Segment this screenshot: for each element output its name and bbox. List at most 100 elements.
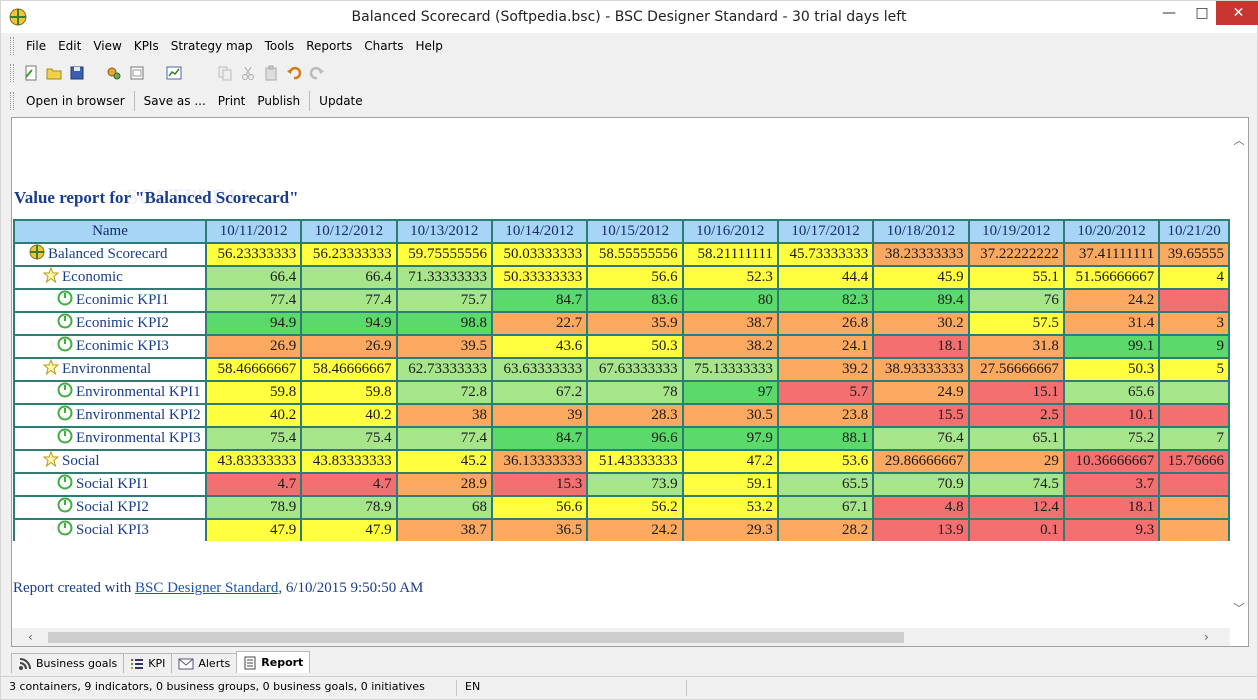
- value-cell[interactable]: 97: [681, 380, 779, 405]
- close-button[interactable]: ✕: [1216, 1, 1258, 25]
- table-row[interactable]: Economic 66.4 66.4 71.33333333 50.33333333 56…: [13, 265, 1230, 290]
- date-column-header[interactable]: 10/21/20: [1158, 219, 1230, 244]
- row-name-cell[interactable]: Economic: [13, 265, 207, 290]
- value-cell[interactable]: 71.33333333: [395, 265, 493, 290]
- menu-charts[interactable]: Charts: [364, 39, 404, 53]
- value-cell[interactable]: 51.43333333: [586, 449, 684, 474]
- value-cell[interactable]: 78.9: [300, 495, 398, 520]
- value-cell[interactable]: 77.4: [395, 426, 493, 451]
- value-cell[interactable]: 39.2: [776, 357, 875, 382]
- value-cell[interactable]: 47.2: [681, 449, 779, 474]
- name-column-header[interactable]: Name: [13, 219, 207, 244]
- value-cell[interactable]: 80: [681, 288, 779, 313]
- value-cell[interactable]: 47.9: [204, 518, 303, 541]
- row-name-cell[interactable]: Econimic KPI1: [13, 288, 207, 313]
- value-cell[interactable]: 39.65555: [1158, 242, 1230, 267]
- value-cell[interactable]: 4: [1158, 265, 1230, 290]
- value-cell[interactable]: 35.9: [586, 311, 684, 336]
- value-cell[interactable]: 45.73333333: [776, 242, 875, 267]
- date-column-header[interactable]: 10/17/2012: [776, 219, 875, 244]
- row-name-cell[interactable]: Econimic KPI3: [13, 334, 207, 359]
- value-cell[interactable]: 43.6: [490, 334, 589, 359]
- value-cell[interactable]: 50.33333333: [490, 265, 589, 290]
- reportbar-grip[interactable]: [10, 92, 14, 110]
- value-cell[interactable]: [1158, 518, 1230, 541]
- date-column-header[interactable]: 10/16/2012: [681, 219, 779, 244]
- value-cell[interactable]: 3: [1158, 311, 1230, 336]
- value-cell[interactable]: 3.7: [1062, 472, 1161, 497]
- value-cell[interactable]: 63.63333333: [490, 357, 589, 382]
- row-name-cell[interactable]: Social KPI1: [13, 472, 207, 497]
- value-cell[interactable]: 88.1: [776, 426, 875, 451]
- row-name-cell[interactable]: Econimic KPI2: [13, 311, 207, 336]
- value-cell[interactable]: [1158, 495, 1230, 520]
- value-cell[interactable]: 73.9: [586, 472, 684, 497]
- value-cell[interactable]: 78: [586, 380, 684, 405]
- value-cell[interactable]: 18.1: [1062, 495, 1161, 520]
- value-cell[interactable]: 43.83333333: [204, 449, 303, 474]
- value-cell[interactable]: 38.23333333: [872, 242, 970, 267]
- value-cell[interactable]: 55.1: [967, 265, 1065, 290]
- row-name-cell[interactable]: Social KPI2: [13, 495, 207, 520]
- value-cell[interactable]: 29.3: [681, 518, 779, 541]
- value-cell[interactable]: 24.9: [872, 380, 970, 405]
- date-column-header[interactable]: 10/18/2012: [872, 219, 970, 244]
- value-cell[interactable]: 15.76666: [1158, 449, 1230, 474]
- value-cell[interactable]: 45.2: [395, 449, 493, 474]
- date-column-header[interactable]: 10/11/2012: [204, 219, 303, 244]
- value-cell[interactable]: 94.9: [204, 311, 303, 336]
- menu-strategy-map[interactable]: Strategy map: [170, 39, 253, 53]
- value-cell[interactable]: 38.7: [681, 311, 779, 336]
- value-cell[interactable]: 65.5: [776, 472, 875, 497]
- value-cell[interactable]: 56.23333333: [300, 242, 398, 267]
- value-cell[interactable]: 67.1: [776, 495, 875, 520]
- open-folder-button[interactable]: [43, 62, 65, 84]
- value-cell[interactable]: 50.3: [1062, 357, 1161, 382]
- value-cell[interactable]: 10.1: [1062, 403, 1161, 428]
- value-cell[interactable]: 75.13333333: [681, 357, 779, 382]
- value-cell[interactable]: 13.9: [872, 518, 970, 541]
- report-view[interactable]: SOFTPEDIA Value report for "Balanced Sco…: [11, 117, 1249, 647]
- value-cell[interactable]: 58.21111111: [681, 242, 779, 267]
- save-as-button[interactable]: Save as ...: [143, 94, 206, 108]
- sync-button[interactable]: [103, 62, 125, 84]
- menu-file[interactable]: File: [26, 39, 47, 53]
- value-cell[interactable]: 76: [967, 288, 1065, 313]
- value-cell[interactable]: 5: [1158, 357, 1230, 382]
- value-cell[interactable]: 76.4: [872, 426, 970, 451]
- value-cell[interactable]: 75.4: [204, 426, 303, 451]
- value-cell[interactable]: 67.63333333: [586, 357, 684, 382]
- cut-button[interactable]: [237, 62, 259, 84]
- value-cell[interactable]: 4.7: [204, 472, 303, 497]
- bsc-designer-link[interactable]: BSC Designer Standard: [135, 580, 279, 596]
- date-column-header[interactable]: 10/19/2012: [967, 219, 1065, 244]
- value-cell[interactable]: 43.83333333: [300, 449, 398, 474]
- value-cell[interactable]: 28.9: [395, 472, 493, 497]
- date-column-header[interactable]: 10/12/2012: [300, 219, 398, 244]
- value-cell[interactable]: 30.5: [681, 403, 779, 428]
- value-cell[interactable]: 2.5: [967, 403, 1065, 428]
- date-column-header[interactable]: 10/15/2012: [586, 219, 684, 244]
- menu-kpis[interactable]: KPIs: [133, 39, 159, 53]
- value-cell[interactable]: 28.3: [586, 403, 684, 428]
- value-cell[interactable]: 62.73333333: [395, 357, 493, 382]
- value-cell[interactable]: 37.41111111: [1062, 242, 1161, 267]
- value-cell[interactable]: 26.9: [204, 334, 303, 359]
- value-cell[interactable]: 39: [490, 403, 589, 428]
- value-cell[interactable]: 50.3: [586, 334, 684, 359]
- value-cell[interactable]: 29.86666667: [872, 449, 970, 474]
- value-cell[interactable]: 74.5: [967, 472, 1065, 497]
- value-cell[interactable]: 30.2: [872, 311, 970, 336]
- value-cell[interactable]: 65.1: [967, 426, 1065, 451]
- value-cell[interactable]: 38: [395, 403, 493, 428]
- value-cell[interactable]: 36.5: [490, 518, 589, 541]
- date-column-header[interactable]: 10/20/2012: [1062, 219, 1161, 244]
- value-cell[interactable]: 9: [1158, 334, 1230, 359]
- value-cell[interactable]: 27.56666667: [967, 357, 1065, 382]
- table-row[interactable]: Social 43.83333333 43.83333333 45.2 36.13333…: [13, 449, 1230, 474]
- value-cell[interactable]: 9.3: [1062, 518, 1161, 541]
- menu-help[interactable]: Help: [415, 39, 443, 53]
- print-button[interactable]: Print: [217, 94, 246, 108]
- menu-view[interactable]: View: [93, 39, 122, 53]
- horizontal-scrollbar[interactable]: ‹ ›: [12, 628, 1230, 646]
